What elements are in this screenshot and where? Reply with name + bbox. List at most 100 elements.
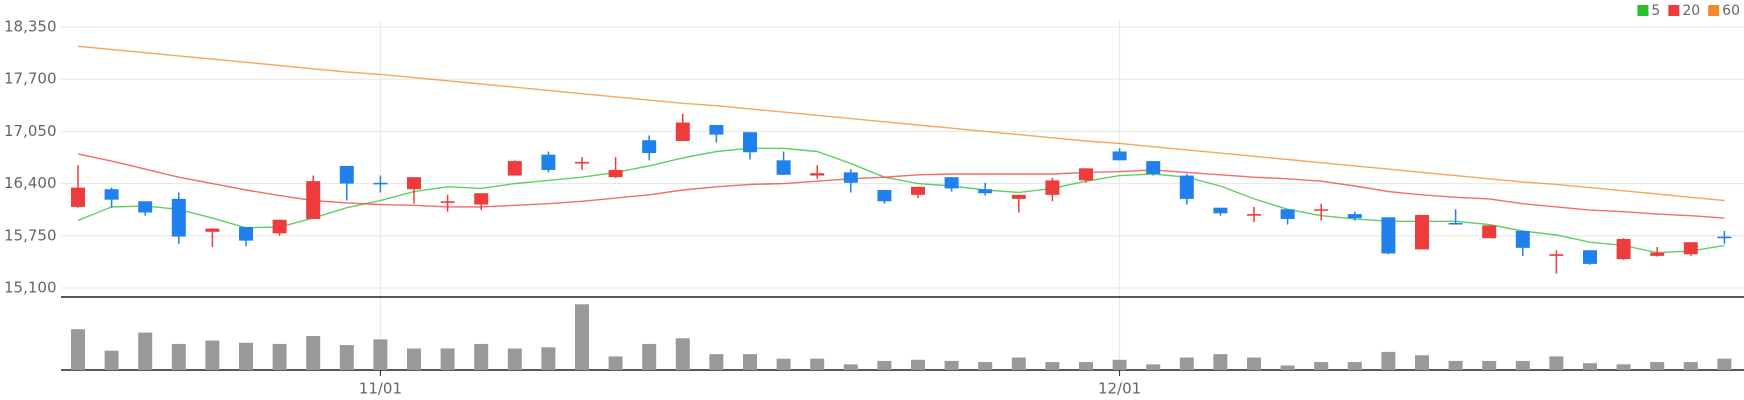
volume-bar <box>205 340 220 370</box>
volume-bar <box>1616 364 1631 370</box>
candle-body <box>675 122 690 142</box>
candle-body <box>1247 214 1261 216</box>
candle-body <box>272 219 287 234</box>
candle-body <box>1011 194 1026 199</box>
volume-bar <box>911 359 925 370</box>
candle-body <box>171 198 186 237</box>
candle-body <box>474 193 489 205</box>
legend-label: 20 <box>1682 3 1700 19</box>
volume-bar <box>776 358 791 370</box>
candle-body <box>339 165 354 184</box>
candle-body <box>138 201 153 213</box>
candle-body <box>978 189 993 194</box>
y-tick-label: 15,100 <box>4 279 57 297</box>
volume-bar <box>1448 360 1463 370</box>
candle-body <box>1045 180 1060 195</box>
candle-body <box>1616 239 1631 260</box>
candle-body <box>944 177 959 189</box>
candle-body <box>911 186 925 195</box>
moving-average-line <box>77 45 1725 202</box>
candle-body <box>1415 214 1429 250</box>
volume-bar <box>339 345 354 370</box>
legend-swatch <box>1708 5 1720 16</box>
volume-bar <box>1482 360 1497 370</box>
candle-body <box>1448 222 1463 225</box>
candle-body <box>407 177 421 190</box>
volume-bar <box>1213 354 1228 370</box>
volume-bar <box>1347 362 1362 370</box>
volume-bar <box>1717 358 1732 370</box>
candle-body <box>440 201 455 203</box>
candle-body <box>1549 254 1564 256</box>
volume-bar <box>944 360 959 370</box>
volume-bar <box>1280 365 1295 370</box>
candle-body <box>743 132 757 153</box>
volume-bar <box>1079 362 1093 370</box>
volume-bar <box>1415 355 1429 370</box>
candle-body <box>1683 242 1698 255</box>
candle-body <box>239 226 253 241</box>
volume-bar <box>675 338 690 370</box>
volume-bar <box>642 343 657 370</box>
legend-swatch <box>1637 5 1649 16</box>
volume-bar <box>407 348 421 370</box>
candle-body <box>71 187 85 207</box>
candle-body <box>1179 175 1194 199</box>
candle-body <box>1650 252 1665 256</box>
candle-body <box>575 161 589 164</box>
volume-bar <box>373 339 388 370</box>
volume-bar <box>507 348 522 370</box>
volume-bar <box>1146 364 1161 370</box>
volume-bar <box>743 354 757 370</box>
volume-bar <box>104 350 119 370</box>
y-tick-label: 15,750 <box>4 226 57 244</box>
candle-body <box>810 173 825 176</box>
candle-body <box>1213 207 1228 214</box>
y-tick-label: 17,050 <box>4 122 57 140</box>
candle-body <box>1079 168 1093 181</box>
volume-bar <box>843 364 858 370</box>
volume-bar <box>1650 362 1665 370</box>
volume-bar <box>709 354 724 370</box>
legend-label: 60 <box>1722 3 1740 19</box>
volume-bar <box>1583 363 1597 370</box>
candle-body <box>507 161 522 176</box>
candle-body <box>608 169 623 178</box>
candle-body <box>104 189 119 200</box>
volume-bar <box>1549 356 1564 370</box>
volume-bar <box>877 360 892 370</box>
volume-bar <box>1515 360 1530 370</box>
volume-bar <box>1381 351 1396 370</box>
y-tick-label: 17,700 <box>4 70 57 88</box>
candle-body <box>877 190 892 202</box>
volume-bar <box>1045 362 1060 370</box>
volume-bar <box>978 362 993 370</box>
volume-bar <box>541 347 556 370</box>
candle-body <box>1112 151 1127 161</box>
moving-average-line <box>77 147 1725 254</box>
moving-average-line <box>77 153 1725 219</box>
x-tick-label: 12/01 <box>1098 380 1141 398</box>
candle-body <box>1280 209 1295 219</box>
candle-body <box>1146 161 1161 174</box>
legend-swatch <box>1668 5 1680 16</box>
candle-body <box>541 154 556 170</box>
candle-body <box>205 228 220 232</box>
candle-body <box>373 182 388 185</box>
candle-body <box>843 172 858 183</box>
legend-label: 5 <box>1651 3 1660 19</box>
x-tick-label: 11/01 <box>359 380 402 398</box>
volume-bar <box>440 348 455 370</box>
volume-bar <box>306 336 321 370</box>
volume-bar <box>608 356 623 370</box>
y-tick-label: 16,400 <box>4 174 57 192</box>
volume-bar <box>71 329 85 370</box>
candle-body <box>306 181 321 219</box>
volume-bar <box>1314 362 1329 370</box>
candle-body <box>1482 225 1497 239</box>
volume-bar <box>474 343 489 370</box>
candle-body <box>1717 236 1732 239</box>
candle-body <box>709 124 724 135</box>
volume-bar <box>138 332 153 370</box>
y-tick-label: 18,350 <box>4 18 57 36</box>
